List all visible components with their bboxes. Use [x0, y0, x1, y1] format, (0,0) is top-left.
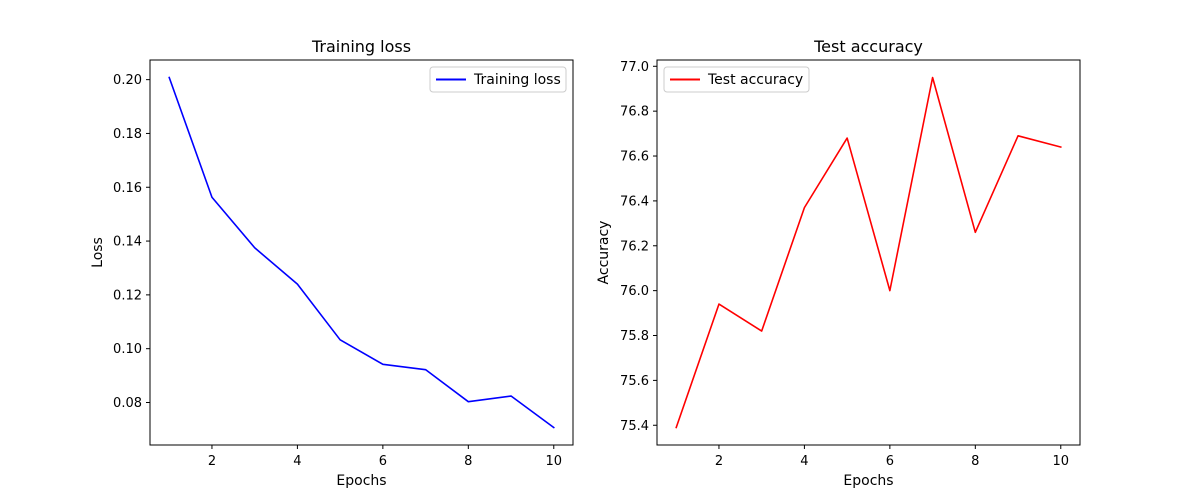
- x-tick-label: 4: [800, 454, 808, 469]
- series-group: [675, 76, 1062, 429]
- legend-box: [663, 66, 810, 93]
- y-tick-label: 0.12: [113, 288, 142, 303]
- x-tick-label: 10: [545, 454, 562, 469]
- y-tick-label: 75.8: [620, 329, 649, 344]
- x-ticks: 2 4 6 8 10: [208, 445, 562, 469]
- x-axis-label: Epochs: [336, 473, 386, 489]
- training-loss-chart: Training loss Epochs Loss 2 4 6 8 10 0.08 0.1…: [90, 37, 574, 489]
- legend-label-training-loss: Training loss: [473, 72, 561, 88]
- plot-area: [149, 59, 574, 446]
- legend: Training loss: [429, 66, 567, 93]
- series-line-training-loss: [168, 76, 555, 429]
- y-axis-label: Accuracy: [596, 221, 612, 285]
- x-tick-label: 2: [715, 454, 723, 469]
- y-ticks: 0.08 0.10 0.12 0.14 0.16 0.18 0.20: [113, 73, 150, 411]
- x-tick-label: 6: [379, 454, 387, 469]
- y-tick-label: 76.0: [620, 284, 649, 299]
- x-tick-label: 2: [208, 454, 216, 469]
- chart-title: Training loss: [311, 37, 411, 56]
- series-line-test-accuracy: [675, 76, 1062, 429]
- x-tick-label: 4: [293, 454, 301, 469]
- test-accuracy-chart: Test accuracy Epochs Accuracy 2 4 6 8 10 75.…: [596, 37, 1081, 489]
- x-tick-label: 8: [464, 454, 472, 469]
- y-tick-label: 0.10: [113, 342, 142, 357]
- legend: Test accuracy: [663, 66, 810, 93]
- plot-area: [656, 59, 1081, 446]
- x-tick-label: 6: [886, 454, 894, 469]
- x-ticks: 2 4 6 8 10: [715, 445, 1069, 469]
- legend-label-test-accuracy: Test accuracy: [707, 72, 803, 88]
- y-tick-label: 76.6: [620, 150, 649, 165]
- y-tick-label: 0.20: [113, 73, 142, 88]
- y-tick-label: 0.18: [113, 127, 142, 142]
- x-tick-label: 8: [971, 454, 979, 469]
- y-axis-label: Loss: [90, 237, 106, 268]
- x-tick-label: 10: [1052, 454, 1069, 469]
- chart-title: Test accuracy: [813, 37, 923, 56]
- y-tick-label: 75.4: [620, 419, 649, 434]
- x-axis-label: Epochs: [843, 473, 893, 489]
- y-tick-label: 75.6: [620, 374, 649, 389]
- y-tick-label: 0.14: [113, 235, 142, 250]
- y-ticks: 75.4 75.6 75.8 76.0 76.2 76.4 76.6 76.8 77.0: [620, 60, 657, 434]
- y-tick-label: 76.4: [620, 194, 649, 209]
- legend-box: [429, 66, 567, 93]
- y-tick-label: 76.2: [620, 239, 649, 254]
- y-tick-label: 0.08: [113, 396, 142, 411]
- y-tick-label: 76.8: [620, 105, 649, 120]
- series-group: [168, 76, 555, 429]
- y-tick-label: 77.0: [620, 60, 649, 75]
- y-tick-label: 0.16: [113, 181, 142, 196]
